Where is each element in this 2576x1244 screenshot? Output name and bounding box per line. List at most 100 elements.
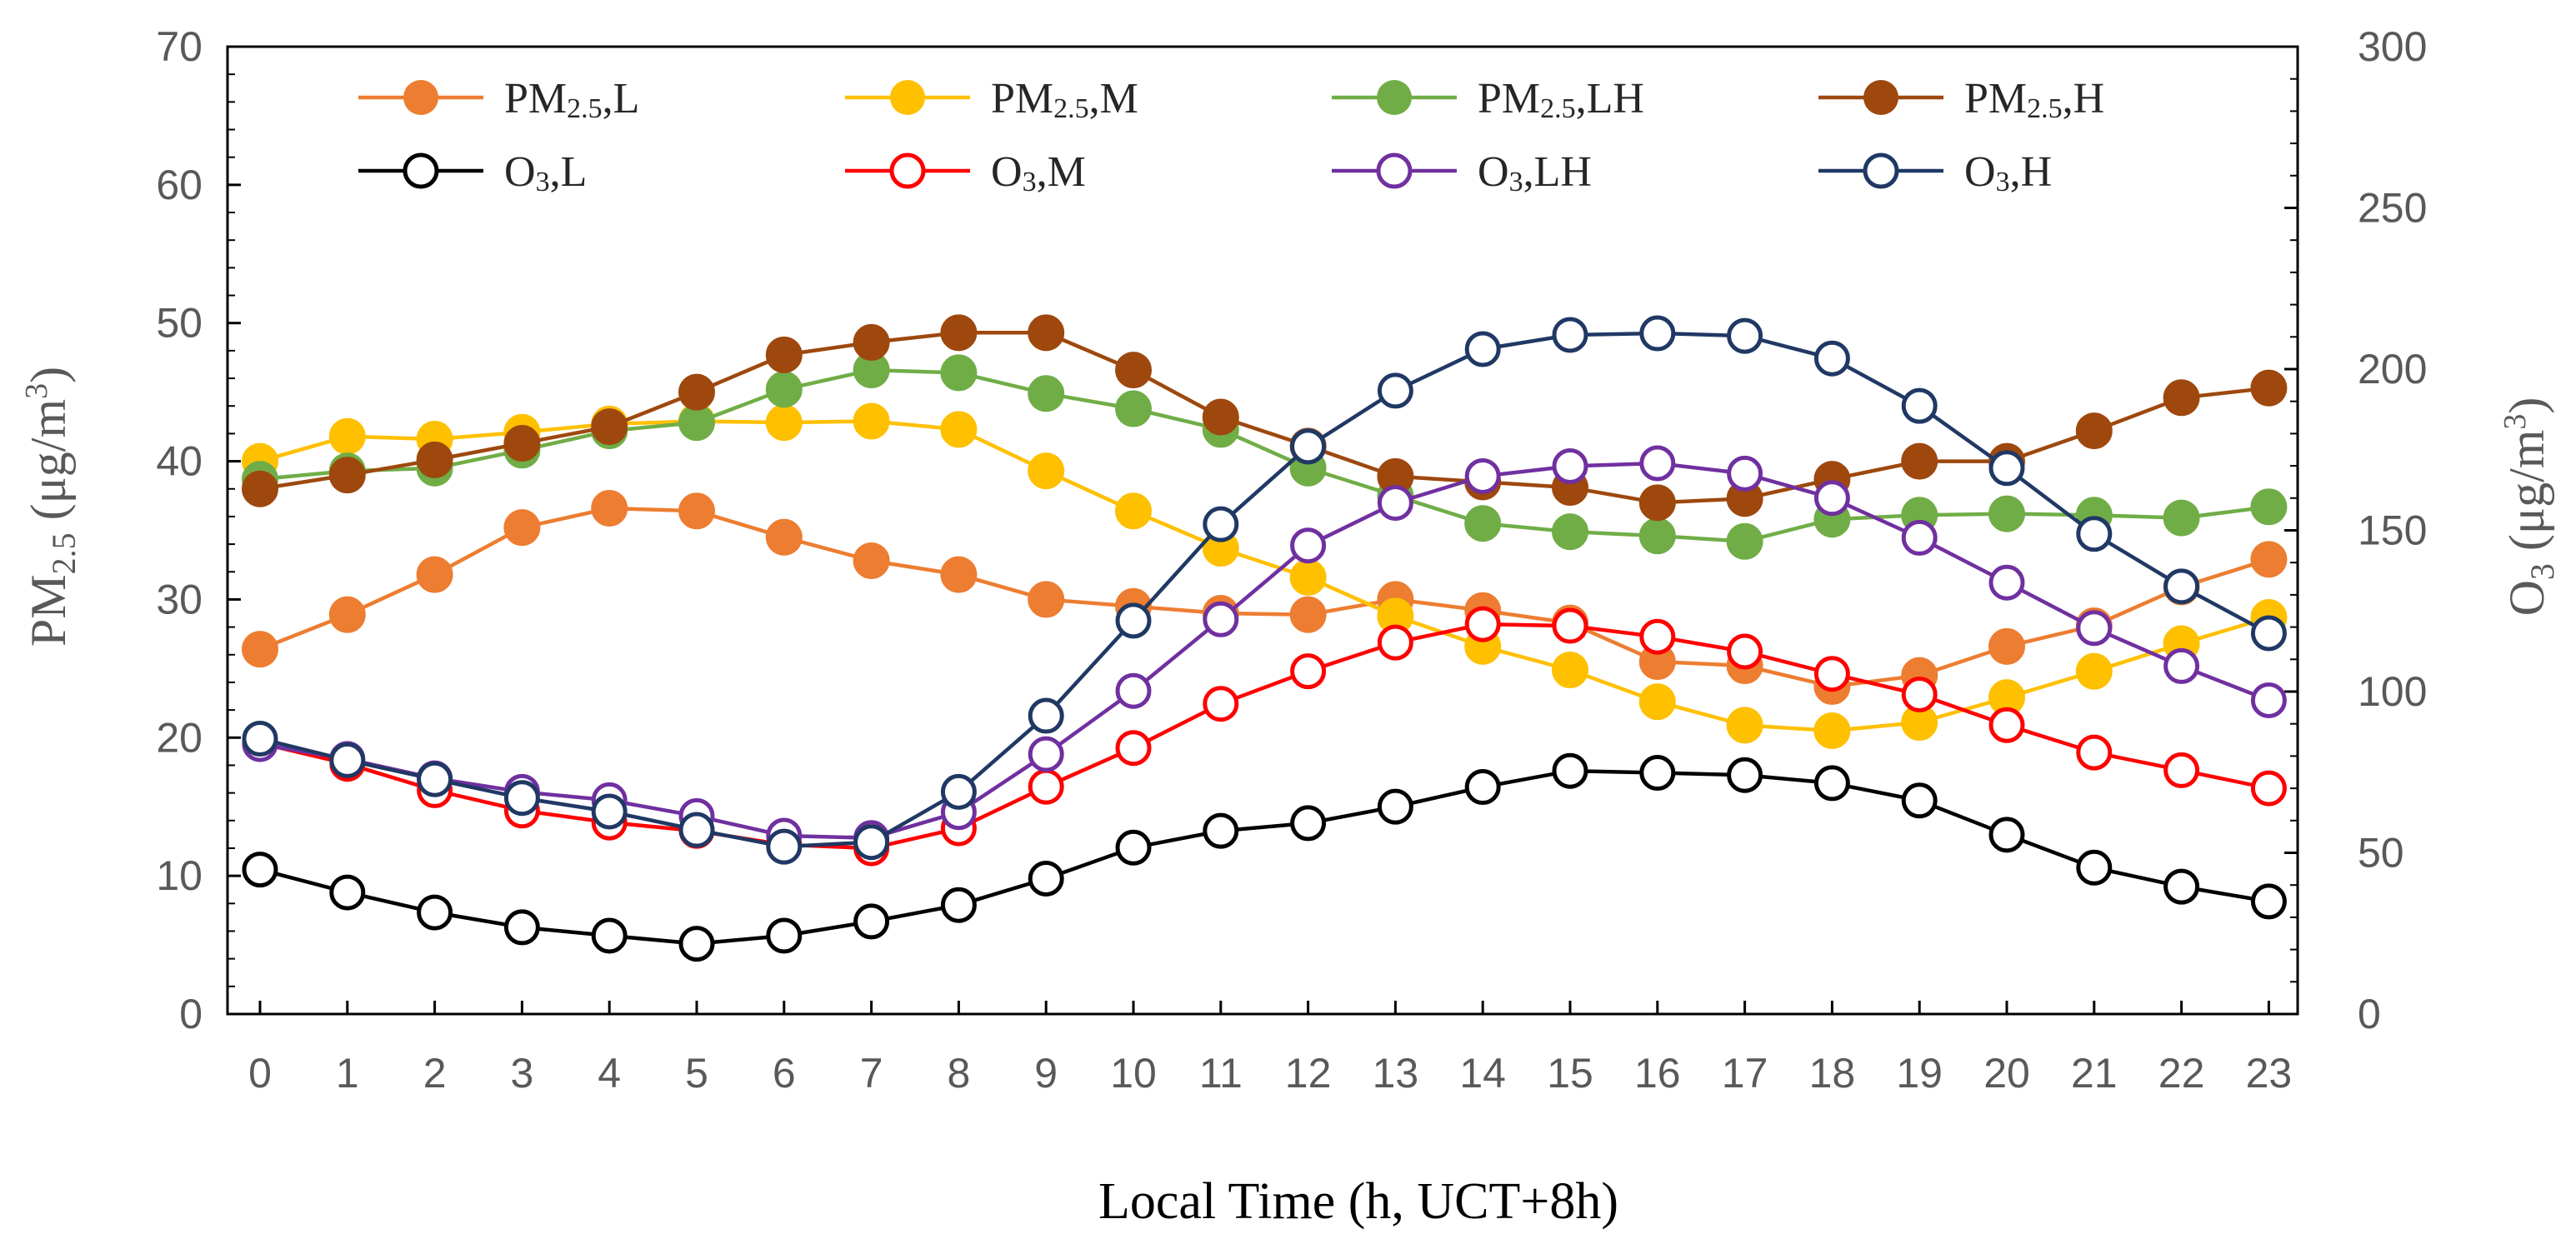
y-right-tick-label: 100 xyxy=(2358,668,2427,715)
legend-label: O3,H xyxy=(1964,148,2052,197)
y-right-title-sub: 3 xyxy=(2523,563,2561,580)
data-point xyxy=(1552,513,1588,551)
y-right-tick-label: 50 xyxy=(2358,830,2404,877)
data-point xyxy=(2075,652,2113,690)
y-left-title-close: ) xyxy=(21,367,76,383)
legend-label-sub: 3 xyxy=(1509,167,1523,197)
legend-item: O3,H xyxy=(1818,148,2052,197)
data-point xyxy=(591,917,628,954)
data-point xyxy=(678,373,715,411)
data-point xyxy=(1726,522,1763,560)
legend-label-main: PM xyxy=(1478,75,1540,122)
data-point xyxy=(2076,610,2113,647)
y-left-tick-label: 70 xyxy=(156,23,203,70)
data-point xyxy=(1115,492,1152,530)
y-left-axis-title: PM2.5 (μg/m3) xyxy=(19,367,83,647)
data-point xyxy=(1289,558,1327,596)
legend-label: PM2.5,H xyxy=(1964,75,2104,124)
y-right-title-sup: 3 xyxy=(2498,414,2533,430)
data-point xyxy=(1552,317,1588,353)
data-point xyxy=(2076,849,2113,886)
data-point xyxy=(853,542,890,579)
y-left-tick-label: 10 xyxy=(156,852,203,899)
x-tick-label: 7 xyxy=(860,1050,883,1097)
data-point xyxy=(1202,398,1239,436)
data-point xyxy=(2250,682,2287,718)
y-left-title-rest: (μg/m xyxy=(21,399,76,533)
data-point xyxy=(1377,624,1413,661)
data-point xyxy=(1988,817,2025,853)
x-tick-label: 23 xyxy=(2246,1050,2293,1097)
legend-label-sub: 2.5 xyxy=(1053,93,1089,124)
x-tick-label: 14 xyxy=(1459,1050,1506,1097)
data-point xyxy=(1727,633,1763,670)
data-point xyxy=(2250,770,2287,807)
data-point xyxy=(2163,568,2200,605)
data-point xyxy=(242,470,278,507)
series-layer xyxy=(242,314,2288,962)
legend: PM2.5,L PM2.5,M PM2.5,LH PM2.5,HO3,L O3,M O3,… xyxy=(358,75,2104,197)
data-point xyxy=(1464,331,1501,367)
legend-label-rest: ,LH xyxy=(1576,75,1644,122)
data-point xyxy=(1028,768,1064,805)
data-point xyxy=(1115,730,1152,767)
y-right-title-main: O xyxy=(2499,580,2554,616)
y-left-tick-label: 60 xyxy=(156,162,203,208)
x-tick-label: 8 xyxy=(947,1050,970,1097)
data-point xyxy=(416,556,453,593)
data-point xyxy=(1552,447,1588,484)
x-tick-label: 6 xyxy=(773,1050,796,1097)
data-point xyxy=(503,425,541,462)
data-point xyxy=(2250,883,2287,920)
data-point xyxy=(678,812,715,848)
legend-item: O3,LH xyxy=(1332,148,1592,197)
data-point xyxy=(1028,375,1065,412)
data-point xyxy=(1638,484,1676,522)
data-point xyxy=(766,917,803,954)
data-point xyxy=(1115,390,1152,427)
x-tick-label: 19 xyxy=(1896,1050,1943,1097)
data-point xyxy=(328,417,366,455)
data-point xyxy=(940,411,978,448)
y-left-tick-label: 50 xyxy=(156,300,203,347)
legend-label-main: O xyxy=(991,148,1023,196)
legend-label: O3,L xyxy=(504,148,587,197)
data-point xyxy=(1901,676,1938,712)
data-point xyxy=(940,556,978,593)
legend-label-main: O xyxy=(504,148,536,196)
data-point xyxy=(1464,457,1501,494)
x-tick-label: 15 xyxy=(1547,1050,1593,1097)
y-left-title-sub: 2.5 xyxy=(45,532,83,574)
axis-titles: Local Time (h, UCT+8h) PM2.5 (μg/m3) O3 … xyxy=(19,367,2561,1230)
data-point xyxy=(242,852,278,888)
data-point xyxy=(329,742,366,778)
y-left-title-sup: 3 xyxy=(19,383,54,399)
data-point xyxy=(417,894,453,931)
data-point xyxy=(1028,697,1064,734)
data-point xyxy=(2076,734,2113,771)
data-point xyxy=(2163,868,2200,905)
data-point xyxy=(853,824,890,861)
y-right-tick-label: 150 xyxy=(2358,507,2427,554)
data-point xyxy=(853,323,890,361)
data-point xyxy=(1290,527,1327,564)
legend-marker xyxy=(1863,152,1899,189)
data-point xyxy=(1988,564,2025,601)
legend-label-main: PM xyxy=(504,75,567,122)
data-point xyxy=(765,371,803,408)
data-point xyxy=(1639,618,1676,655)
data-point xyxy=(1289,596,1327,633)
data-point xyxy=(1290,805,1327,842)
y-right-tick-label: 300 xyxy=(2358,23,2427,70)
data-point xyxy=(853,402,890,440)
data-point xyxy=(1203,506,1239,542)
legend-marker xyxy=(889,152,926,189)
data-point xyxy=(765,518,803,556)
x-tick-label: 10 xyxy=(1110,1050,1157,1097)
x-tick-label: 17 xyxy=(1722,1050,1768,1097)
data-point xyxy=(1464,505,1502,542)
data-point xyxy=(766,828,803,865)
legend-label-rest: ,M xyxy=(1037,148,1086,196)
data-point xyxy=(1290,428,1327,465)
legend-label-sub: 2.5 xyxy=(2027,93,2063,124)
